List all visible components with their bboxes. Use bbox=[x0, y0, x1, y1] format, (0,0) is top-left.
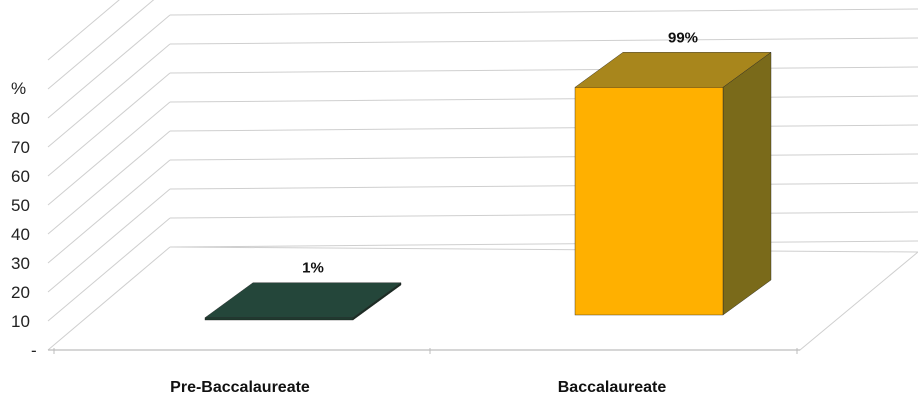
y-tick-label: 80 bbox=[11, 109, 30, 128]
bar-top bbox=[204, 282, 402, 318]
bar-front bbox=[204, 317, 354, 321]
y-tick-label: 30 bbox=[11, 254, 30, 273]
bar-data-label: 1% bbox=[302, 260, 324, 277]
y-tick-label: 60 bbox=[11, 167, 30, 186]
bar-side bbox=[722, 51, 772, 316]
gridline-back-wall bbox=[169, 240, 918, 248]
y-tick-label: 70 bbox=[11, 138, 30, 157]
gridline-back-wall bbox=[169, 211, 918, 219]
y-tick-label-zero: - bbox=[31, 341, 37, 360]
gridline-back-wall bbox=[169, 153, 918, 161]
bar-front bbox=[574, 87, 724, 316]
y-tick-label: 10 bbox=[11, 312, 30, 331]
gridline-left-wall bbox=[47, 246, 171, 351]
gridline-back-wall bbox=[169, 95, 918, 103]
gridline-left-wall bbox=[47, 217, 171, 322]
chart-floor bbox=[48, 246, 918, 351]
x-category-label: Pre-Baccalaureate bbox=[170, 379, 310, 394]
gridline-left-wall bbox=[47, 188, 171, 293]
gridline-left-wall bbox=[47, 159, 171, 264]
axes bbox=[48, 246, 918, 354]
bar-data-label: 99% bbox=[668, 29, 698, 46]
gridline-left-wall bbox=[47, 0, 155, 90]
y-tick-label: 50 bbox=[11, 196, 30, 215]
gridline-back-wall bbox=[169, 182, 918, 190]
y-tick-label: 20 bbox=[11, 283, 30, 302]
bars bbox=[204, 51, 772, 321]
y-axis-unit-label: % bbox=[11, 79, 26, 98]
gridline-left-wall bbox=[47, 72, 171, 177]
gridline-left-wall bbox=[47, 101, 171, 206]
gridline-back-wall bbox=[169, 66, 918, 74]
gridline-left-wall bbox=[47, 14, 171, 119]
gridline-left-wall bbox=[47, 43, 171, 148]
gridline-back-wall bbox=[169, 37, 918, 45]
gridline-back-wall bbox=[169, 8, 918, 16]
gridlines bbox=[47, 0, 918, 351]
labels: 10 20 30 40 50 60 70 80 - 1% Pre-Baccalaureate 99% B… bbox=[11, 29, 698, 396]
y-tick-label: 40 bbox=[11, 225, 30, 244]
gridline-left-wall bbox=[47, 0, 120, 61]
bar-top bbox=[574, 52, 772, 88]
gridline-left-wall bbox=[47, 130, 171, 235]
gridline-back-wall bbox=[169, 124, 918, 132]
x-category-label: Baccalaureate bbox=[558, 379, 667, 394]
